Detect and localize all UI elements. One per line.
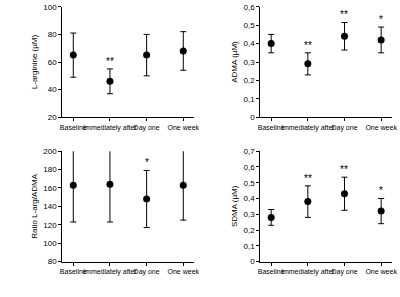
svg-text:Baseline: Baseline [60, 124, 87, 131]
svg-text:One week: One week [168, 268, 200, 275]
svg-text:One week: One week [365, 268, 397, 275]
svg-text:100: 100 [43, 239, 57, 248]
svg-text:0,4: 0,4 [243, 194, 255, 203]
svg-text:*: * [379, 185, 383, 196]
svg-text:Immediately after: Immediately after [281, 268, 335, 276]
svg-text:**: ** [340, 9, 348, 20]
svg-text:One week: One week [365, 124, 397, 131]
svg-text:0,6: 0,6 [243, 3, 255, 12]
svg-text:0,2: 0,2 [243, 76, 255, 85]
svg-text:0: 0 [250, 113, 255, 122]
svg-text:ADMA (µM): ADMA (µM) [230, 41, 239, 83]
svg-text:100: 100 [43, 3, 57, 12]
svg-text:0,2: 0,2 [243, 226, 255, 235]
svg-text:0,3: 0,3 [243, 58, 255, 67]
svg-text:0,5: 0,5 [243, 178, 255, 187]
svg-text:Day one: Day one [134, 124, 160, 132]
svg-text:Immediately after: Immediately after [83, 268, 137, 276]
svg-text:0,3: 0,3 [243, 210, 255, 219]
svg-text:L-arginine (µM): L-arginine (µM) [30, 34, 39, 89]
svg-text:0,1: 0,1 [243, 95, 255, 104]
svg-text:Day one: Day one [331, 268, 357, 276]
svg-text:Ratio L-arg/ADMA: Ratio L-arg/ADMA [30, 173, 39, 239]
svg-text:60: 60 [48, 58, 57, 67]
svg-text:*: * [145, 157, 149, 168]
svg-text:Day one: Day one [331, 124, 357, 132]
svg-text:80: 80 [48, 30, 57, 39]
svg-text:**: ** [304, 173, 312, 184]
svg-text:160: 160 [43, 184, 57, 193]
svg-text:120: 120 [43, 221, 57, 230]
svg-text:0: 0 [250, 257, 255, 266]
svg-text:**: ** [304, 40, 312, 51]
svg-text:SDMA (µM): SDMA (µM) [230, 185, 239, 227]
svg-text:140: 140 [43, 202, 57, 211]
svg-text:0,1: 0,1 [243, 242, 255, 251]
svg-text:0,4: 0,4 [243, 39, 255, 48]
svg-text:Baseline: Baseline [258, 124, 285, 131]
svg-text:*: * [379, 14, 383, 25]
svg-text:20: 20 [48, 113, 57, 122]
svg-text:Day one: Day one [134, 268, 160, 276]
svg-text:80: 80 [48, 257, 57, 266]
svg-text:200: 200 [43, 147, 57, 156]
svg-text:0,7: 0,7 [243, 147, 255, 156]
svg-text:0,5: 0,5 [243, 21, 255, 30]
svg-text:180: 180 [43, 165, 57, 174]
svg-text:0,6: 0,6 [243, 163, 255, 172]
svg-text:40: 40 [48, 85, 57, 94]
svg-text:Baseline: Baseline [60, 268, 87, 275]
svg-text:Immediately after: Immediately after [83, 124, 137, 132]
svg-text:Baseline: Baseline [258, 268, 285, 275]
svg-text:**: ** [106, 56, 114, 67]
svg-text:One week: One week [168, 124, 200, 131]
svg-text:**: ** [340, 164, 348, 175]
svg-text:Immediately after: Immediately after [281, 124, 335, 132]
